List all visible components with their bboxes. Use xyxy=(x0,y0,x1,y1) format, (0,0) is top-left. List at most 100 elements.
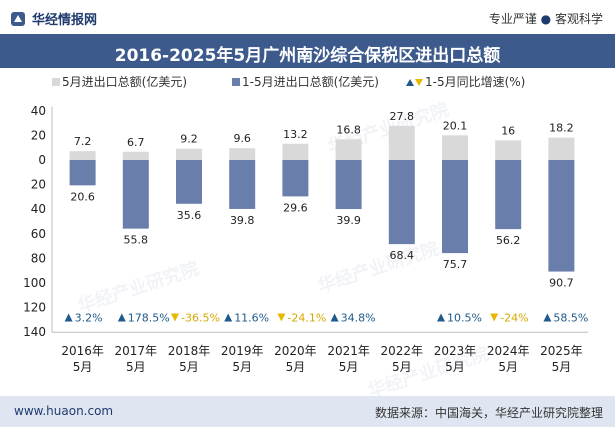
y-tick-label: 0 xyxy=(38,153,46,167)
yoy-label: 34.8% xyxy=(341,311,376,324)
legend-swatch-may xyxy=(52,78,60,86)
x-tick-label: 2018年 5月 xyxy=(168,344,211,374)
yoy-label: 10.5% xyxy=(447,311,482,324)
bar-jan-may[interactable] xyxy=(442,160,468,254)
bar-jan-may[interactable] xyxy=(282,160,309,197)
bar-jan-may[interactable] xyxy=(176,160,202,204)
top-bar: 华经情报网 专业严谨 ● 客观科学 xyxy=(0,0,615,34)
bar-jan-may[interactable] xyxy=(548,160,575,272)
x-tick-label: 2022年 5月 xyxy=(381,344,424,374)
bar-may[interactable] xyxy=(282,143,309,160)
bar-may[interactable] xyxy=(122,151,149,160)
yoy-up-triangle-icon xyxy=(64,313,73,322)
bar-jan-may[interactable] xyxy=(495,160,522,230)
yoy-up-triangle-icon xyxy=(543,313,552,322)
x-tick-label: 2024年 5月 xyxy=(487,344,530,374)
logo-icon xyxy=(11,11,25,26)
x-tick-label: 2017年 5月 xyxy=(115,344,158,374)
legend-swatch-jan-may xyxy=(232,78,240,86)
slogan-dot: ● xyxy=(540,12,552,26)
legend-label-may: 5月进出口总额(亿美元) xyxy=(62,74,187,89)
x-tick-label: 2020年 5月 xyxy=(274,344,317,374)
footer: www.huaon.com 数据来源：中国海关，华经产业研究院整理 xyxy=(0,396,615,427)
x-tick-label: 2025年 5月 xyxy=(540,344,583,374)
bar-jan-may[interactable] xyxy=(335,160,362,210)
data-source: 数据来源：中国海关，华经产业研究院整理 xyxy=(374,406,603,420)
value-label-may: 7.2 xyxy=(74,135,92,148)
legend-up-triangle-icon xyxy=(406,79,414,86)
value-label-may: 18.2 xyxy=(549,122,574,135)
value-label-may: 16.8 xyxy=(336,123,361,136)
yoy-down-triangle-icon xyxy=(171,313,179,322)
bar-may[interactable] xyxy=(335,139,362,160)
yoy-up-triangle-icon xyxy=(437,313,445,322)
yoy-label: 3.2% xyxy=(75,311,103,324)
value-label-jan-may: 68.4 xyxy=(390,249,415,262)
slogan: 专业严谨 ● 客观科学 xyxy=(489,10,603,27)
bar-may[interactable] xyxy=(495,140,522,160)
value-label-jan-may: 35.6 xyxy=(177,209,202,222)
website-link[interactable]: www.huaon.com xyxy=(14,404,114,418)
bar-jan-may[interactable] xyxy=(388,160,415,245)
yoy-down-triangle-icon xyxy=(277,313,286,322)
x-tick-label: 2016年 5月 xyxy=(61,344,104,374)
x-tick-label: 2023年 5月 xyxy=(434,344,477,374)
bar-may[interactable] xyxy=(69,151,96,160)
value-label-may: 9.6 xyxy=(233,132,251,145)
value-label-jan-may: 29.6 xyxy=(283,201,308,214)
y-tick-label: 80 xyxy=(31,251,46,265)
legend-label-yoy: 1-5月同比增速(%) xyxy=(425,75,525,89)
yoy-up-triangle-icon xyxy=(330,313,339,322)
value-label-jan-may: 39.9 xyxy=(336,214,361,227)
brand-logo[interactable]: 华经情报网 xyxy=(10,9,97,28)
value-label-jan-may: 56.2 xyxy=(496,234,521,247)
legend-down-triangle-icon xyxy=(415,79,423,86)
yoy-label: -36.5% xyxy=(181,311,220,324)
value-label-jan-may: 20.6 xyxy=(70,190,95,203)
y-tick-label: 40 xyxy=(31,202,46,216)
slogan-right: 客观科学 xyxy=(554,12,603,26)
bar-may[interactable] xyxy=(229,148,256,160)
bar-may[interactable] xyxy=(442,135,468,160)
watermark-text: 华经产业研究院 xyxy=(75,257,202,317)
bar-may[interactable] xyxy=(176,148,202,160)
yoy-label: 58.5% xyxy=(553,311,588,324)
y-tick-label: 20 xyxy=(31,178,46,192)
x-tick-label: 2019年 5月 xyxy=(221,344,264,374)
y-tick-label: 100 xyxy=(23,276,46,290)
value-label-jan-may: 90.7 xyxy=(549,277,574,290)
value-label-jan-may: 39.8 xyxy=(230,214,255,227)
y-tick-label: 140 xyxy=(23,325,46,339)
yoy-up-triangle-icon xyxy=(117,313,126,322)
value-label-jan-may: 55.8 xyxy=(124,234,149,247)
bar-may[interactable] xyxy=(548,137,575,160)
bar-may[interactable] xyxy=(388,125,415,160)
bar-jan-may[interactable] xyxy=(122,160,149,229)
value-label-may: 27.8 xyxy=(390,110,415,123)
y-tick-label: 120 xyxy=(23,301,46,315)
y-tick-label: 60 xyxy=(31,227,46,241)
slogan-left: 专业严谨 xyxy=(488,12,537,26)
x-tick-label: 2021年 5月 xyxy=(327,344,370,374)
value-label-may: 6.7 xyxy=(127,136,145,149)
yoy-label: -24% xyxy=(500,311,528,324)
value-label-may: 16 xyxy=(501,124,515,137)
logo-text: 华经情报网 xyxy=(32,13,98,28)
value-label-may: 20.1 xyxy=(443,119,468,132)
yoy-label: -24.1% xyxy=(287,311,326,324)
y-tick-label: 40 xyxy=(31,104,46,118)
value-label-jan-may: 75.7 xyxy=(443,258,468,271)
bar-jan-may[interactable] xyxy=(229,160,256,209)
y-tick-label: 20 xyxy=(31,128,46,142)
yoy-up-triangle-icon xyxy=(224,313,233,322)
chart-title: 2016-2025年5月广州南沙综合保税区进出口总额 xyxy=(114,46,501,66)
value-label-may: 13.2 xyxy=(283,128,308,141)
bar-jan-may[interactable] xyxy=(69,160,96,186)
title-bar: 2016-2025年5月广州南沙综合保税区进出口总额 xyxy=(0,34,615,68)
value-label-may: 9.2 xyxy=(180,133,198,146)
watermark-text: 华经产业研究院 xyxy=(315,237,442,297)
yoy-label: 11.6% xyxy=(234,311,269,324)
yoy-down-triangle-icon xyxy=(490,313,499,322)
yoy-label: 178.5% xyxy=(128,311,170,324)
